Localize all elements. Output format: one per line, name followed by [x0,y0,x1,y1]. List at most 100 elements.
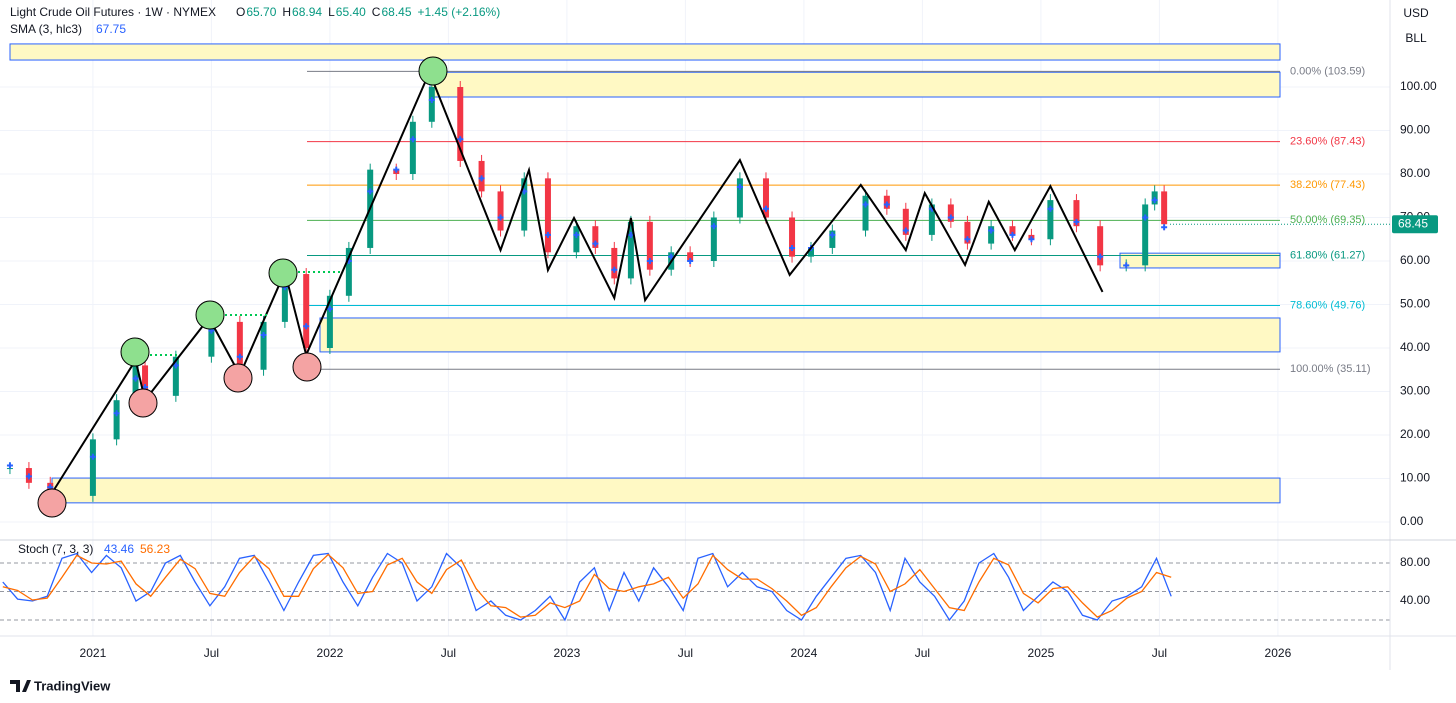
support-zone [51,477,1281,504]
sma-marker [6,462,13,469]
sma-marker [573,231,580,238]
candle [428,86,435,122]
candle [808,247,815,257]
candle [862,195,869,231]
x-tick-label: 2025 [1028,646,1055,660]
y-tick-label: 100.00 [1400,79,1437,93]
sma-label: SMA (3, hlc3) [10,22,82,36]
pivot-high [120,337,150,367]
ohlc-value: 68.45 [381,5,411,19]
sma-marker [1097,253,1104,260]
x-tick-label: 2023 [554,646,581,660]
candle [303,274,310,348]
candle [457,86,464,161]
pivot-high [418,56,448,86]
candle [113,400,120,440]
sma-marker [902,227,909,234]
sma-marker [592,240,599,247]
y-tick-label: 90.00 [1400,123,1430,137]
ohlc-value: 68.94 [292,5,322,19]
candle [326,295,333,348]
x-tick-label: Jul [678,646,693,660]
candle [687,252,694,261]
sma-marker [883,201,890,208]
fib-label: 0.00% (103.59) [1290,65,1365,77]
candle [236,321,243,370]
candle [89,439,96,496]
candle [497,191,504,231]
pivot-high [268,258,298,288]
logo-icon [10,680,31,692]
support-zone [1119,252,1281,269]
fib-label: 50.00% (69.35) [1290,214,1365,226]
unit: BLL [1405,31,1427,45]
stoch-tick-label: 80.00 [1400,555,1430,569]
sma-marker [862,201,869,208]
y-tick-label: 30.00 [1400,384,1430,398]
sma-marker [478,175,485,182]
candle [260,321,267,370]
sma-marker [172,362,179,369]
last-price-box [1392,215,1438,234]
candle [142,365,149,396]
candle [1161,191,1168,225]
sma-marker [964,236,971,243]
sma-marker [236,353,243,360]
stoch-k-line [2,552,1172,622]
y-tick-label: 80.00 [1400,166,1430,180]
pivot-high [195,300,225,330]
sma-marker [303,323,310,330]
candle [611,247,618,279]
sma-marker [1161,224,1168,231]
candle [521,178,528,231]
candle [172,356,179,396]
ohlc-value: 65.70 [246,5,276,19]
y-tick-label: 20.00 [1400,427,1430,441]
currency-box [1396,3,1436,23]
sma-marker [544,231,551,238]
candle [646,221,653,270]
fib-label: 23.60% (87.43) [1290,136,1365,148]
x-tick-label: 2026 [1265,646,1292,660]
sma-marker [1142,214,1149,221]
sma-marker [1151,197,1158,204]
support-zone [429,71,1281,98]
brand: TradingView [34,678,111,693]
sma-marker [367,188,374,195]
sma-marker [457,136,464,143]
candle [988,226,995,244]
candle [736,178,743,218]
stoch-d-line [2,553,1172,618]
candle [1047,200,1054,240]
candle [1009,226,1016,235]
candle [132,365,139,401]
sma-marker [409,136,416,143]
candle [928,204,935,235]
fib-label: 61.80% (61.27) [1290,249,1365,261]
currency: USD [1403,6,1429,20]
sma-marker [1073,218,1080,225]
candle [947,204,954,222]
last-price-label: 68.45 [1398,216,1428,230]
y-tick-label: 0.00 [1400,514,1424,528]
candle [902,208,909,235]
candle [208,321,215,357]
fib-label: 100.00% (35.11) [1290,363,1371,375]
candle [1142,204,1149,266]
x-tick-label: 2024 [791,646,818,660]
sma-marker [668,253,675,260]
stoch-tick-label: 40.00 [1400,593,1430,607]
sma-marker [497,214,504,221]
sma-marker [1028,236,1035,243]
candle [573,226,580,253]
sma-marker [687,257,694,264]
sma-marker [762,205,769,212]
x-tick-label: Jul [441,646,456,660]
y-tick-label: 50.00 [1400,297,1430,311]
pivot-low [223,363,253,393]
y-tick-label: 10.00 [1400,471,1430,485]
candle [710,217,717,261]
sma-marker [736,184,743,191]
sma-marker [25,473,32,480]
sma-value: 67.75 [96,22,126,36]
